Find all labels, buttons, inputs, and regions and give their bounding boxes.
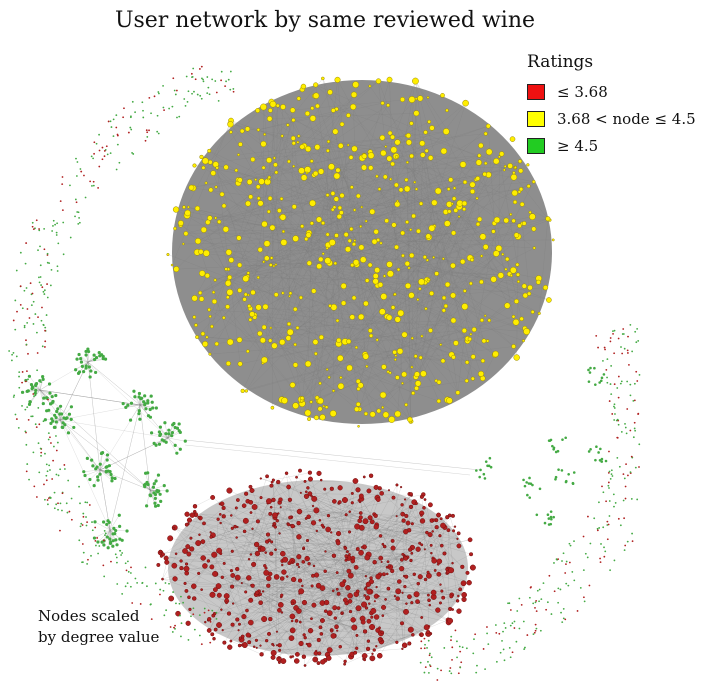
legend-label-low: ≤ 3.68 [557, 82, 608, 101]
legend-item-high: ≥ 4.5 [527, 132, 696, 159]
legend-label-high: ≥ 4.5 [557, 136, 599, 155]
scale-note-line2: by degree value [38, 628, 160, 646]
legend-title: Ratings [527, 52, 594, 72]
legend-item-mid: 3.68 < node ≤ 4.5 [527, 105, 696, 132]
scale-note: Nodes scaled by degree value [38, 606, 159, 648]
node-layer [8, 65, 641, 681]
legend-item-low: ≤ 3.68 [527, 78, 696, 105]
scale-note-line1: Nodes scaled [38, 607, 140, 625]
legend-swatch-green [527, 137, 545, 154]
edge-layer [22, 78, 554, 666]
legend: Ratings ≤ 3.68 3.68 < node ≤ 4.5 ≥ 4.5 [527, 52, 696, 159]
legend-swatch-red [527, 83, 545, 100]
legend-label-mid: 3.68 < node ≤ 4.5 [557, 109, 696, 128]
graph-title: User network by same reviewed wine [114, 8, 536, 33]
legend-swatch-yellow [527, 110, 545, 127]
